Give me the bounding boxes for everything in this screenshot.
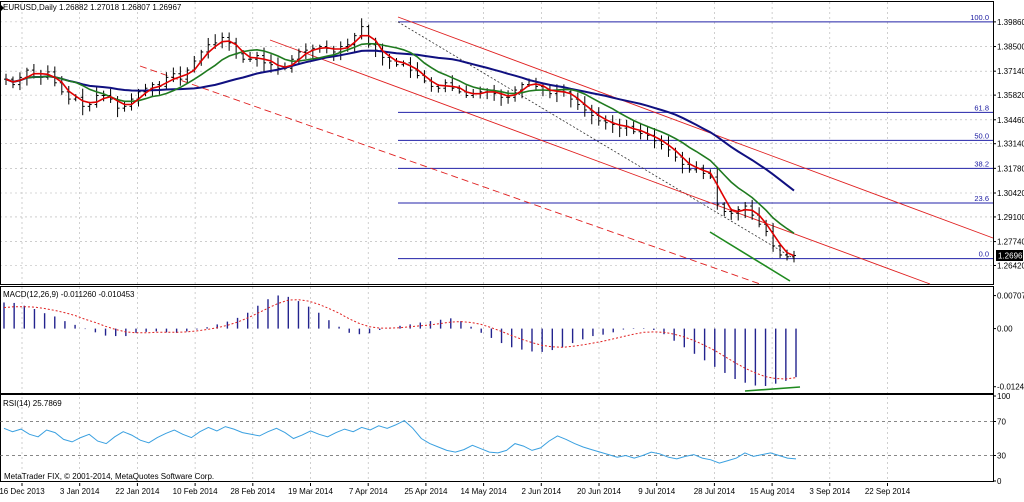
time-axis-label: 25 Apr 2014 — [404, 487, 448, 496]
time-axis-label: 7 Apr 2014 — [349, 487, 388, 496]
time-axis-label: 3 Jan 2014 — [60, 487, 100, 496]
copyright-text: MetaTrader FIX, © 2001-2014, MetaQuotes … — [4, 472, 214, 481]
fibonacci-retracement[interactable]: 100.0 61.8 50.0 38.2 23.6 0.0 — [397, 13, 993, 260]
price-axis-label: 1.29100 — [997, 213, 1024, 222]
symbol-marker-icon — [1, 5, 4, 11]
rsi-panel[interactable]: RSI(14) 25.7869 MetaTrader FIX, © 2001-2… — [0, 399, 993, 481]
macd-histogram — [3, 295, 797, 386]
rsi-path — [3, 419, 797, 464]
channel-lower-dashed-line — [139, 65, 761, 285]
ma-slow-line — [5, 49, 795, 192]
price-axis-label: 1.27740 — [997, 238, 1024, 247]
time-axis-label: 3 Sep 2014 — [809, 487, 850, 496]
time-axis-label: 22 Jan 2014 — [115, 487, 160, 496]
price-axis-label: 1.33140 — [997, 140, 1024, 149]
rsi-axis-label: 100 — [997, 392, 1011, 401]
panel-frame-3 — [0, 394, 994, 482]
price-axis-label: 1.38500 — [997, 43, 1024, 52]
time-axis-label: 10 Feb 2014 — [173, 487, 218, 496]
macd-axis-label: 0.007076 — [997, 292, 1024, 301]
time-axis-label: 19 Mar 2014 — [288, 487, 333, 496]
rsi-line — [3, 419, 797, 464]
time-axis-label: 28 Jul 2014 — [694, 487, 736, 496]
macd-signal-path — [3, 299, 797, 380]
macd-divergence-segment — [744, 386, 801, 392]
price-panel-title: EURUSD,Daily 1.26882 1.27018 1.26807 1.2… — [3, 3, 182, 12]
ma-fast-line — [5, 34, 795, 257]
rsi-axis-label: 0 — [997, 477, 1002, 486]
time-axis-label: 22 Sep 2014 — [865, 487, 911, 496]
fib-level-label: 61.8 — [974, 103, 989, 112]
time-axis-label: 28 Feb 2014 — [230, 487, 275, 496]
price-axis-label: 1.39860 — [997, 18, 1024, 27]
price-panel[interactable]: 100.0 61.8 50.0 38.2 23.6 0.0 EURUSD,Daily 1.… — [0, 3, 994, 285]
time-axis-label: 14 May 2014 — [460, 487, 507, 496]
fib-level-label: 38.2 — [974, 159, 989, 168]
time-axis-label: 2 Jun 2014 — [522, 487, 562, 496]
rsi-levels — [0, 421, 993, 456]
divergence-lines[interactable] — [709, 231, 791, 282]
price-axis-label: 1.31780 — [997, 164, 1024, 173]
fib-level-label: 50.0 — [974, 131, 989, 140]
macd-panel[interactable]: MACD(12,26,9) -0.011260 -0.010453 — [3, 290, 801, 392]
panel-frames — [0, 1, 994, 482]
macd-signal-line — [3, 299, 797, 380]
price-axis-label: 1.26420 — [997, 262, 1024, 271]
price-axis-label: 1.34460 — [997, 116, 1024, 125]
moving-averages — [5, 34, 795, 257]
macd-axis-label: 0.00 — [997, 325, 1013, 334]
macd-axis-label: -0.012454 — [997, 383, 1024, 392]
ma-mid-line — [5, 42, 795, 234]
current-price-tag: 1.26967 — [996, 250, 1024, 261]
grid-lines — [0, 2, 993, 481]
fib-level-label: 100.0 — [970, 13, 989, 22]
regression-channel[interactable] — [0, 16, 994, 285]
panel-frame-1 — [0, 1, 994, 285]
channel-middle-line — [269, 39, 931, 285]
current-price-tag-label: 1.26967 — [998, 252, 1024, 261]
panel-frame-2 — [0, 286, 994, 394]
price-divergence-line — [709, 231, 791, 282]
fib-level-label: 23.6 — [974, 194, 989, 203]
rsi-axis-label: 30 — [997, 452, 1006, 461]
current-price-tag-box — [996, 250, 1023, 261]
macd-panel-title: MACD(12,26,9) -0.011260 -0.010453 — [3, 290, 135, 299]
channel-upper-line — [397, 16, 994, 239]
rsi-panel-title: RSI(14) 25.7869 — [3, 399, 62, 408]
price-axis-label: 1.35820 — [997, 91, 1024, 100]
time-axis-label: 16 Dec 2013 — [0, 487, 45, 496]
fib-level-label: 0.0 — [979, 250, 989, 259]
rsi-axis-label: 70 — [997, 418, 1006, 427]
time-axis-label: 15 Aug 2014 — [750, 487, 795, 496]
macd-divergence-line[interactable] — [744, 386, 801, 392]
price-axis-label: 1.30420 — [997, 189, 1024, 198]
time-axis-label: 20 Jun 2014 — [577, 487, 622, 496]
price-axis-label: 1.37140 — [997, 67, 1024, 76]
time-axis[interactable]: 16 Dec 2013 3 Jan 2014 22 Jan 2014 10 Feb 2… — [0, 483, 911, 496]
price-axis[interactable]: 1.39860 1.38500 1.37140 1.35820 1.34460 1.331… — [993, 18, 1024, 486]
time-axis-label: 9 Jul 2014 — [638, 487, 675, 496]
